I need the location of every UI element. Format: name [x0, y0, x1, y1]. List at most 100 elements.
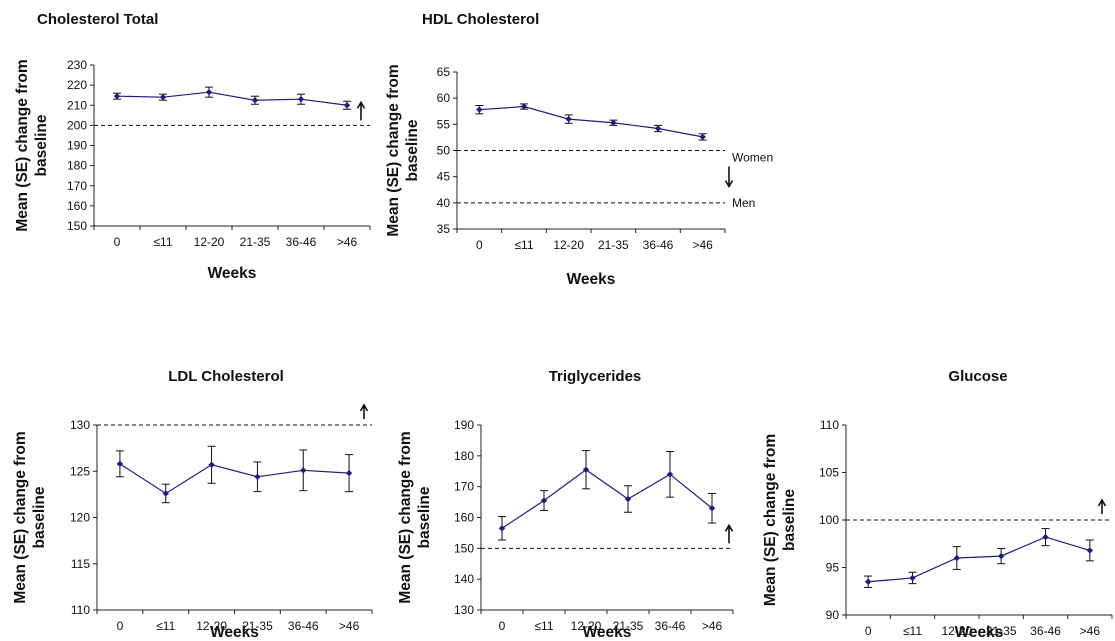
gluc-x-tick-label: ≤11	[903, 624, 922, 638]
gluc-y-tick-label: 90	[826, 608, 840, 622]
trig-data-point	[708, 505, 716, 512]
trig-data-point	[624, 495, 632, 503]
hdl-y-tick-label: 60	[437, 91, 451, 105]
ldl-x-tick-label: 21-35	[242, 619, 273, 633]
hdl-reference-label: Men	[732, 196, 755, 210]
ldl-x-tick-label: 12-20	[196, 619, 227, 633]
chol-data-point	[297, 96, 305, 103]
hdl-y-tick-label: 50	[437, 144, 451, 158]
ldl-data-point	[254, 473, 261, 480]
ldl-x-tick-label: >46	[339, 619, 360, 633]
gluc-data-point	[1086, 547, 1094, 554]
gluc-x-axis-label: Weeks	[955, 624, 1004, 641]
chol-x-tick-label: 21-35	[240, 235, 271, 249]
hdl-x-tick-label: 21-35	[598, 238, 629, 252]
hdl-y-tick-label: 65	[437, 65, 451, 79]
hdl-reference-label: Women	[732, 151, 773, 165]
hdl-arrow-down-icon	[724, 166, 734, 189]
hdl-data-point	[610, 119, 617, 126]
ldl-data-point	[162, 490, 169, 497]
chol-series-line	[116, 91, 348, 106]
gluc-x-tick-label: 12-20	[941, 624, 972, 638]
gluc-data-point	[997, 552, 1005, 560]
trig-y-tick-label: 190	[454, 418, 474, 432]
trig-arrow-up-icon	[724, 523, 734, 544]
trig-x-tick-label: 12-20	[571, 619, 602, 633]
hdl-x-tick-label: 12-20	[553, 238, 584, 252]
gluc-y-axis-label: baseline	[781, 489, 798, 551]
chol-y-tick-label: 220	[67, 78, 87, 92]
trig-y-tick-label: 140	[454, 572, 474, 586]
gluc-x-tick-label: 36-46	[1030, 624, 1061, 638]
trig-y-tick-label: 150	[454, 541, 474, 555]
chol-y-tick-label: 170	[67, 179, 87, 193]
chol-x-tick-label: 0	[114, 235, 121, 249]
hdl-y-axis-label: baseline	[404, 119, 421, 181]
trig-x-axis-label: Weeks	[583, 624, 632, 641]
trig-data-point	[582, 466, 590, 473]
ldl-y-axis-label: Mean (SE) change from	[12, 431, 29, 603]
gluc-x-tick-label: >46	[1080, 624, 1101, 638]
hdl-y-tick-label: 35	[437, 222, 451, 236]
hdl-x-tick-label: 0	[476, 238, 483, 252]
trig-y-tick-label: 170	[454, 480, 474, 494]
hdl-data-point	[476, 106, 483, 113]
ldl-x-tick-label: 36-46	[288, 619, 319, 633]
trig-chart: Triglycerides Mean (SE) change from baseli…	[397, 368, 734, 641]
ldl-y-tick-label: 115	[71, 557, 90, 571]
gluc-x-tick-label: 0	[865, 624, 872, 638]
hdl-y-tick-label: 40	[437, 196, 451, 210]
trig-data-point	[498, 525, 506, 532]
gluc-y-tick-label: 105	[819, 466, 839, 480]
ldl-data-point	[116, 460, 124, 468]
gluc-title: Glucose	[948, 368, 1007, 385]
chol-chart: Cholesterol Total Mean (SE) change from ba…	[14, 11, 371, 282]
ldl-series-line	[119, 463, 350, 495]
trig-x-tick-label: 36-46	[655, 619, 686, 633]
hdl-x-tick-label: ≤11	[514, 238, 533, 252]
chol-title: Cholesterol Total	[37, 11, 158, 28]
ldl-x-tick-label: 0	[117, 619, 124, 633]
ldl-y-tick-label: 130	[70, 418, 90, 432]
hdl-data-point	[565, 115, 572, 123]
trig-x-tick-label: >46	[702, 619, 723, 633]
trig-x-tick-label: 21-35	[613, 619, 644, 633]
chol-y-tick-label: 190	[67, 139, 87, 153]
gluc-arrow-up-icon	[1097, 498, 1107, 514]
chol-y-tick-label: 160	[67, 199, 87, 213]
hdl-y-axis-label: Mean (SE) change from	[385, 64, 402, 236]
chol-arrow-up-icon	[356, 100, 366, 121]
gluc-y-tick-label: 110	[820, 418, 839, 432]
ldl-y-tick-label: 120	[70, 511, 90, 525]
gluc-x-tick-label: 21-35	[986, 624, 1017, 638]
hdl-data-point	[699, 133, 706, 141]
trig-data-point	[540, 497, 548, 504]
chol-y-tick-label: 150	[67, 219, 87, 233]
chol-x-axis-label: Weeks	[208, 265, 257, 282]
hdl-chart: HDL Cholesterol Mean (SE) change from base…	[385, 11, 773, 288]
chol-x-tick-label: 36-46	[286, 235, 317, 249]
trig-y-tick-label: 160	[454, 511, 474, 525]
gluc-data-point	[1042, 533, 1049, 541]
hdl-x-tick-label: >46	[692, 238, 713, 252]
hdl-x-axis-label: Weeks	[567, 271, 616, 288]
hdl-data-point	[520, 103, 528, 110]
ldl-data-point	[300, 467, 307, 474]
gluc-chart: Glucose Mean (SE) change from baseline 90 95…	[762, 368, 1113, 641]
ldl-data-point	[345, 469, 353, 477]
chol-y-axis-label: Mean (SE) change from	[14, 59, 31, 231]
ldl-y-tick-label: 110	[71, 603, 90, 617]
ldl-y-axis-label: baseline	[31, 486, 48, 548]
ldl-x-tick-label: ≤11	[156, 619, 175, 633]
ldl-y-tick-label: 125	[70, 464, 90, 478]
chol-y-tick-label: 180	[67, 159, 87, 173]
chol-data-point	[343, 102, 351, 109]
chol-y-tick-label: 230	[67, 58, 87, 72]
gluc-y-axis-label: Mean (SE) change from	[762, 434, 779, 606]
ldl-title: LDL Cholesterol	[168, 368, 284, 385]
gluc-y-tick-label: 100	[819, 513, 839, 527]
trig-x-tick-label: ≤11	[534, 619, 553, 633]
gluc-data-point	[909, 574, 916, 582]
chol-data-point	[159, 94, 167, 101]
